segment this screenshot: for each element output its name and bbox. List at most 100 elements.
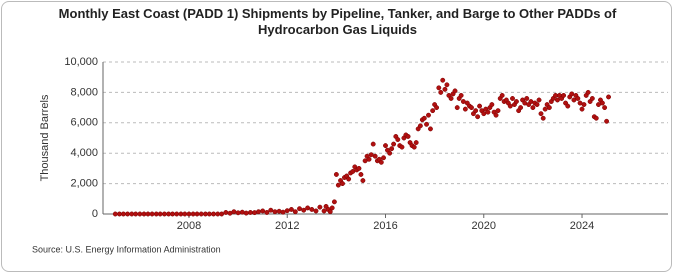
data-point [421,115,427,121]
data-point [276,208,282,214]
data-point [391,141,397,147]
data-point [434,105,440,111]
data-point [442,86,448,92]
data-point [305,205,311,211]
data-point [399,144,405,150]
data-point [606,94,612,100]
data-point [469,105,474,111]
data-point [540,115,546,121]
data-point [252,210,258,216]
data-point [256,209,261,215]
data-point [157,211,163,217]
data-point [358,172,364,177]
data-point [481,111,487,117]
chart-frame [1,1,672,272]
data-point [292,209,298,215]
data-point [329,205,335,211]
data-point [593,115,599,121]
data-point [489,102,495,108]
data-point [417,123,423,129]
data-point [309,206,315,212]
data-point [360,178,366,184]
data-point [454,105,460,111]
data-point [206,211,212,217]
data-point [569,91,575,97]
data-point [452,88,458,94]
data-point [260,208,266,214]
data-point [411,144,417,150]
data-point [604,118,610,124]
data-point [372,153,378,159]
data-point [161,211,167,217]
x-tick-label: 2008 [177,220,201,232]
data-point [112,211,118,217]
data-point [133,211,139,217]
data-point [174,211,180,217]
data-point [495,108,501,114]
data-point [555,97,560,103]
data-point [602,105,608,111]
data-point [335,182,341,188]
data-point [475,114,481,120]
chart-title: Monthly East Coast (PADD 1) Shipments by… [58,6,617,37]
data-point [473,108,479,114]
data-point [219,211,225,217]
x-tick-label: 2016 [373,220,397,232]
data-point [301,207,307,213]
data-point [383,143,388,149]
data-point [346,176,352,182]
data-point [280,209,286,215]
x-tick-label: 2024 [570,220,594,232]
y-tick-label: 8,000 [70,86,98,98]
data-point [198,211,204,217]
source-note: Source: U.S. Energy Information Administ… [32,244,221,254]
data-point [284,208,290,214]
data-point [149,211,155,217]
data-point [430,108,436,114]
data-point [125,211,131,217]
data-point [387,150,393,156]
data-point [313,208,319,214]
data-point [239,209,245,215]
data-point [268,207,274,213]
y-tick-label: 2,000 [70,178,98,190]
data-point [448,96,454,101]
y-axis-label: Thousand Barrels [39,94,51,181]
data-point [145,211,151,217]
data-point [366,156,372,162]
data-point [321,208,327,214]
data-point [413,140,419,146]
data-point [288,206,294,212]
data-point [546,105,552,111]
data-point [581,102,587,108]
data-point [518,105,524,111]
data-point [565,103,571,109]
data-point [340,181,345,187]
data-point [438,89,444,95]
y-tick-label: 4,000 [70,147,98,159]
x-tick-label: 2020 [472,220,496,232]
data-point [264,210,270,215]
data-point [534,102,540,108]
data-point [440,77,446,83]
data-point [477,103,483,109]
data-point [428,126,433,132]
data-point [231,209,237,215]
data-point [297,206,302,212]
data-point [499,92,505,98]
data-point [247,210,253,215]
data-point [389,146,395,152]
data-point [513,99,519,104]
data-point [381,155,386,161]
data-point [211,211,216,217]
x-tick-label: 2012 [275,220,299,232]
data-point [327,209,333,215]
data-point [510,96,515,101]
data-point [536,97,542,103]
data-point [575,96,581,101]
data-point [561,92,567,98]
data-point [426,112,431,118]
data-point [424,121,429,127]
data-point [538,111,544,117]
